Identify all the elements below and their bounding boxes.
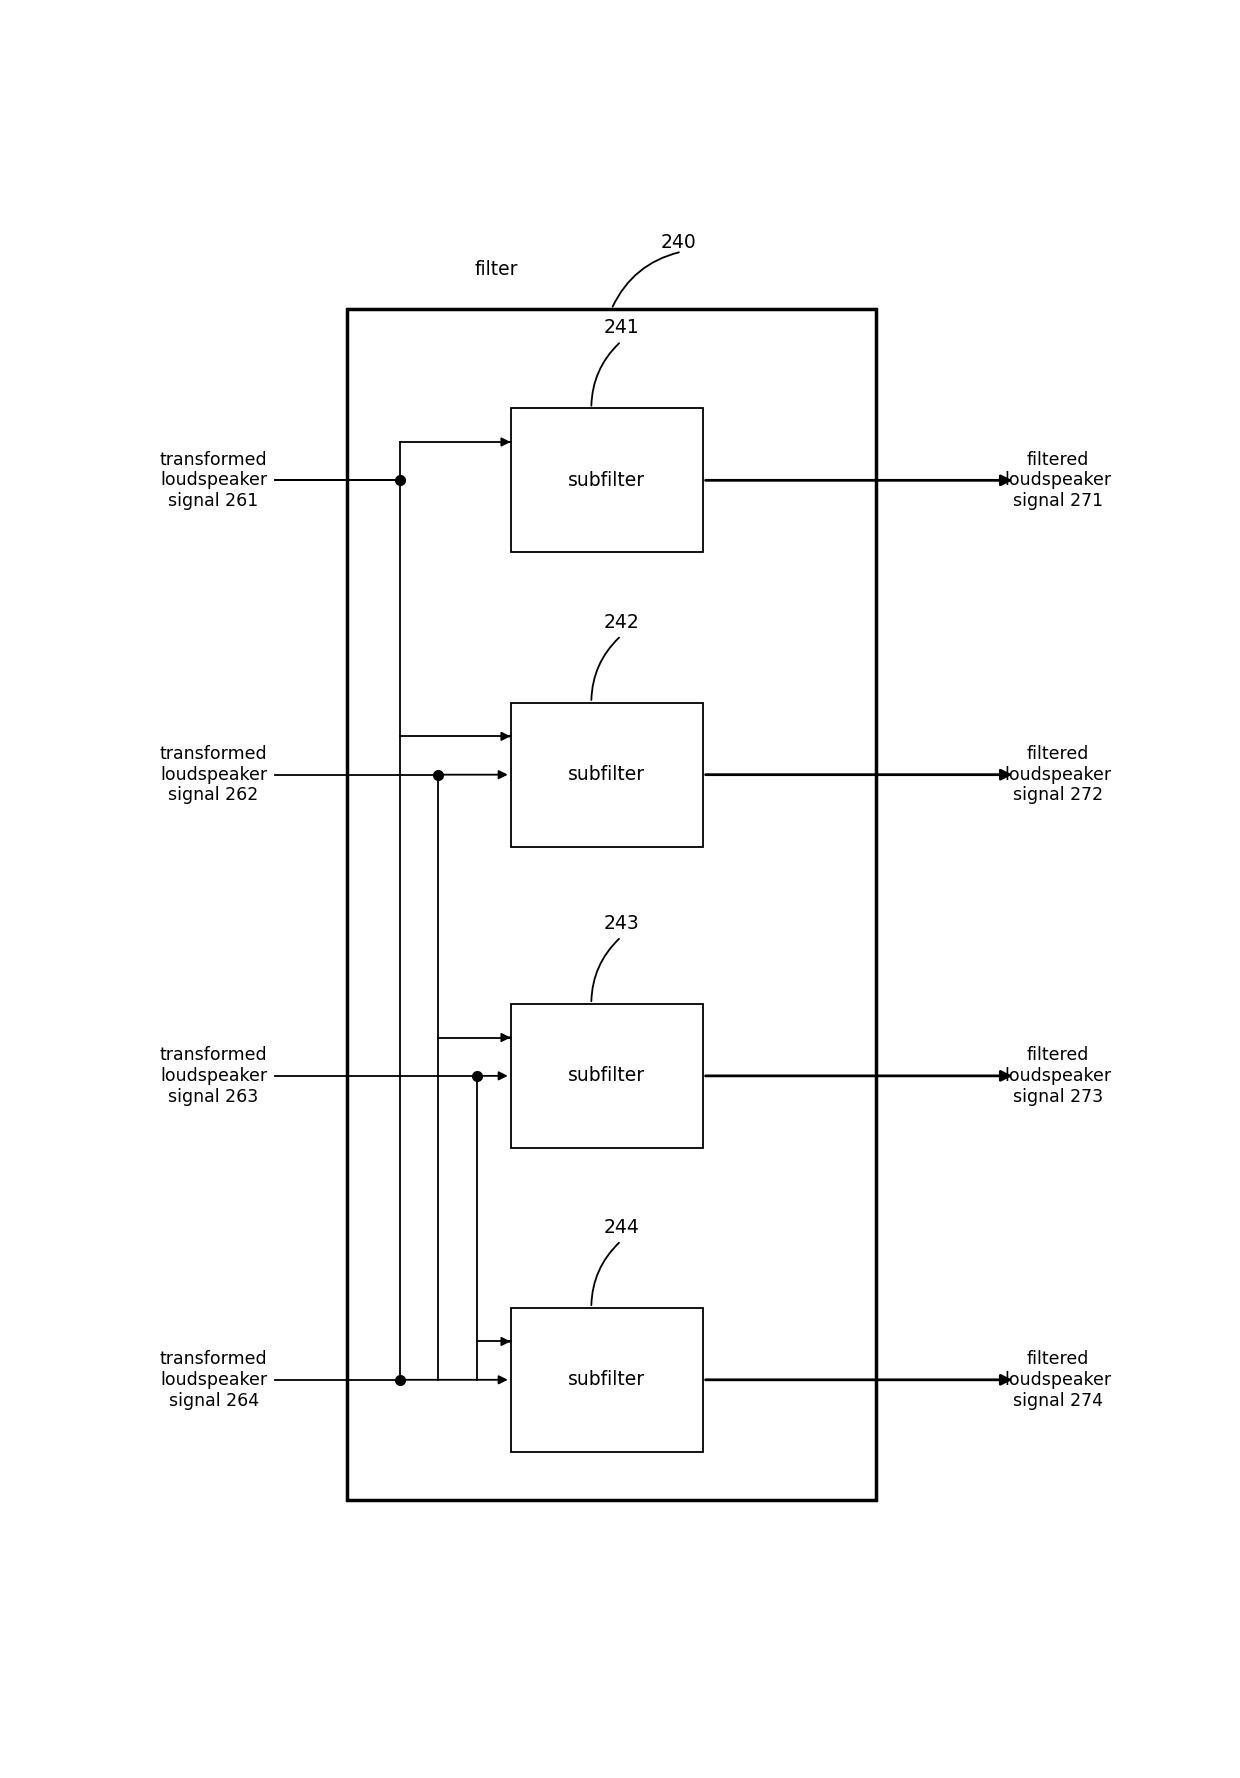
Bar bbox=[347, 309, 875, 1501]
Text: transformed
loudspeaker
signal 264: transformed loudspeaker signal 264 bbox=[160, 1350, 268, 1410]
Text: 243: 243 bbox=[603, 914, 639, 933]
Text: filtered
loudspeaker
signal 271: filtered loudspeaker signal 271 bbox=[1004, 450, 1111, 510]
Text: filtered
loudspeaker
signal 272: filtered loudspeaker signal 272 bbox=[1004, 745, 1111, 804]
Text: 240: 240 bbox=[661, 233, 697, 252]
Text: transformed
loudspeaker
signal 263: transformed loudspeaker signal 263 bbox=[160, 1045, 268, 1106]
Text: subfilter: subfilter bbox=[568, 1067, 645, 1085]
Text: subfilter: subfilter bbox=[568, 471, 645, 489]
Text: 244: 244 bbox=[603, 1218, 639, 1237]
Bar bbox=[511, 409, 703, 553]
Text: filter: filter bbox=[475, 260, 518, 279]
Text: transformed
loudspeaker
signal 262: transformed loudspeaker signal 262 bbox=[160, 745, 268, 804]
Text: 241: 241 bbox=[603, 318, 639, 338]
Text: subfilter: subfilter bbox=[568, 1371, 645, 1389]
Text: filtered
loudspeaker
signal 273: filtered loudspeaker signal 273 bbox=[1004, 1045, 1111, 1106]
Text: filtered
loudspeaker
signal 274: filtered loudspeaker signal 274 bbox=[1004, 1350, 1111, 1410]
Bar bbox=[511, 1309, 703, 1451]
Text: subfilter: subfilter bbox=[568, 765, 645, 784]
Text: transformed
loudspeaker
signal 261: transformed loudspeaker signal 261 bbox=[160, 450, 268, 510]
Bar bbox=[511, 1005, 703, 1149]
Bar bbox=[511, 702, 703, 846]
Text: 242: 242 bbox=[603, 613, 639, 631]
